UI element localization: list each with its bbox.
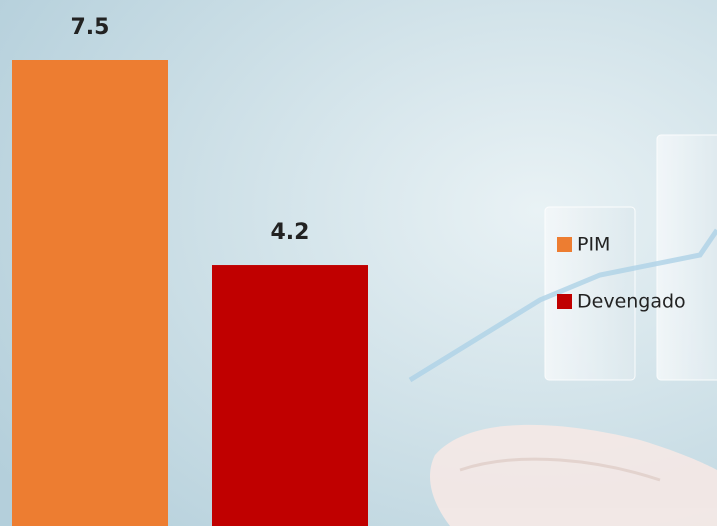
bar: [212, 265, 368, 526]
legend-swatch: [557, 294, 572, 309]
bar: [12, 60, 168, 526]
value-label: 4.2: [271, 220, 310, 245]
decoration: [408, 134, 717, 526]
value-label: 7.5: [71, 15, 110, 40]
legend-swatch: [557, 237, 572, 252]
legend-label: Devengado: [577, 291, 686, 313]
legend-label: PIM: [577, 234, 610, 256]
